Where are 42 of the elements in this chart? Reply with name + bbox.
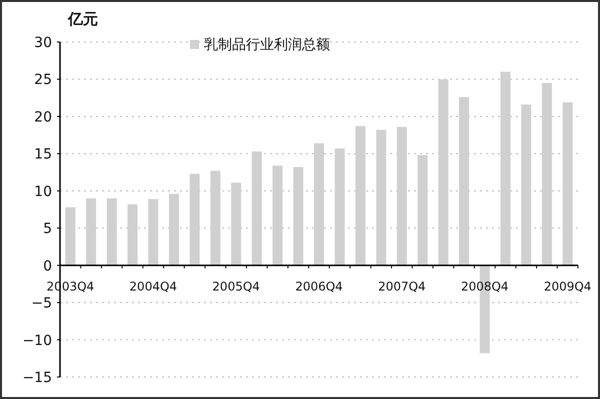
x-tick-label: 2005Q4 — [212, 279, 260, 294]
bar — [334, 148, 345, 266]
x-tick-label: 2009Q4 — [544, 279, 592, 294]
y-tick-label: 15 — [34, 146, 52, 163]
bar — [562, 102, 573, 266]
bar — [148, 199, 158, 266]
bar — [459, 97, 470, 266]
x-tick-label: 2004Q4 — [129, 279, 178, 294]
bar — [521, 104, 532, 266]
y-tick-label: 5 — [43, 221, 52, 238]
y-axis-title: 亿元 — [67, 10, 98, 28]
y-tick-label: 30 — [34, 35, 52, 51]
y-tick-label: −15 — [22, 370, 52, 386]
bar — [272, 166, 283, 266]
bar — [542, 82, 552, 266]
bar — [190, 174, 200, 266]
bar — [396, 126, 407, 266]
y-tick-label: −5 — [31, 296, 52, 312]
bar — [438, 79, 448, 266]
bar — [418, 155, 428, 266]
bar — [65, 207, 76, 266]
bar — [168, 194, 179, 266]
y-tick-label: 25 — [34, 72, 52, 88]
bar — [86, 198, 96, 266]
y-tick-label: 10 — [34, 184, 52, 200]
x-tick-label: 2006Q4 — [295, 279, 343, 294]
bar — [314, 143, 324, 266]
x-tick-label: 2008Q4 — [460, 279, 509, 294]
bar — [106, 198, 117, 266]
bar — [293, 167, 304, 266]
y-tick-label: 20 — [34, 109, 52, 126]
bar — [500, 72, 510, 266]
y-tick-label: −10 — [22, 332, 52, 349]
bar — [128, 204, 138, 266]
bar — [252, 151, 262, 266]
legend-label: 乳制品行业利润总额 — [204, 37, 330, 53]
bar — [376, 130, 386, 266]
y-tick-label: 0 — [43, 258, 52, 274]
bar — [210, 170, 220, 266]
bar — [355, 126, 366, 266]
bar — [231, 182, 242, 266]
x-tick-label: 2007Q4 — [378, 279, 426, 294]
